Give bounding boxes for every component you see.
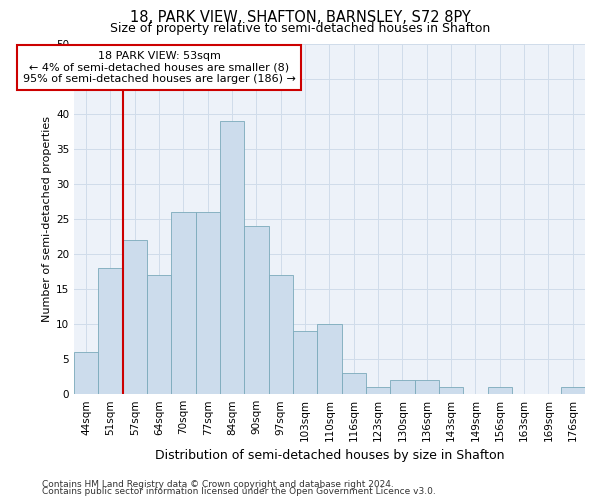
- Bar: [293, 331, 317, 394]
- Bar: [171, 212, 196, 394]
- Bar: [415, 380, 439, 394]
- Text: Contains HM Land Registry data © Crown copyright and database right 2024.: Contains HM Land Registry data © Crown c…: [42, 480, 394, 489]
- Text: 18, PARK VIEW, SHAFTON, BARNSLEY, S72 8PY: 18, PARK VIEW, SHAFTON, BARNSLEY, S72 8P…: [130, 10, 470, 25]
- Bar: [74, 352, 98, 394]
- Bar: [122, 240, 147, 394]
- Text: Size of property relative to semi-detached houses in Shafton: Size of property relative to semi-detach…: [110, 22, 490, 35]
- Text: 18 PARK VIEW: 53sqm
← 4% of semi-detached houses are smaller (8)
95% of semi-det: 18 PARK VIEW: 53sqm ← 4% of semi-detache…: [23, 51, 296, 84]
- Bar: [439, 387, 463, 394]
- Bar: [391, 380, 415, 394]
- Bar: [341, 373, 366, 394]
- X-axis label: Distribution of semi-detached houses by size in Shafton: Distribution of semi-detached houses by …: [155, 450, 504, 462]
- Bar: [196, 212, 220, 394]
- Bar: [366, 387, 391, 394]
- Text: Contains public sector information licensed under the Open Government Licence v3: Contains public sector information licen…: [42, 488, 436, 496]
- Bar: [488, 387, 512, 394]
- Bar: [220, 121, 244, 394]
- Bar: [244, 226, 269, 394]
- Bar: [560, 387, 585, 394]
- Bar: [98, 268, 122, 394]
- Y-axis label: Number of semi-detached properties: Number of semi-detached properties: [41, 116, 52, 322]
- Bar: [269, 275, 293, 394]
- Bar: [147, 275, 171, 394]
- Bar: [317, 324, 341, 394]
